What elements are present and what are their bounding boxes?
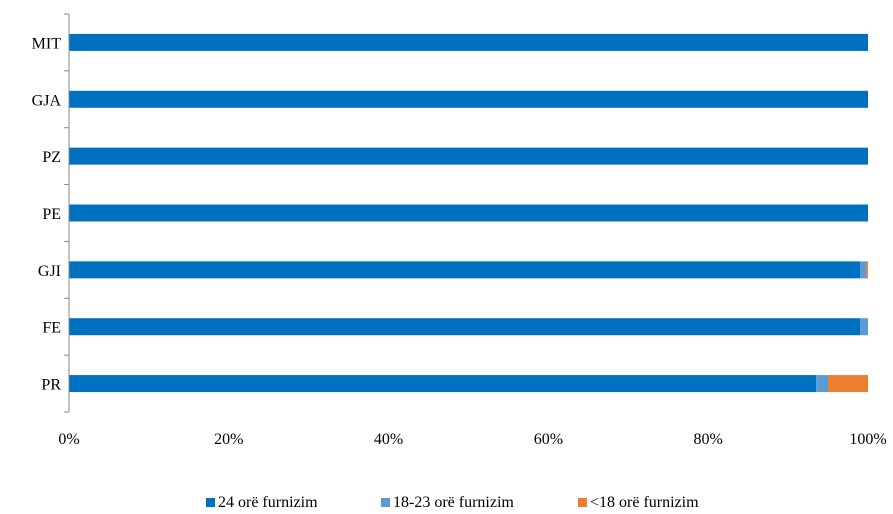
category-label-gji: GJI xyxy=(38,263,61,280)
bar-mit-series-1 xyxy=(69,33,868,51)
bar-fe-series-2 xyxy=(860,318,868,336)
x-tick-label: 20% xyxy=(214,431,243,448)
legend-label-1: 24 orë furnizim xyxy=(218,494,318,511)
category-label-mit: MIT xyxy=(32,35,62,52)
bar-pr-series-3 xyxy=(828,375,868,393)
bar-gja-series-1 xyxy=(69,90,868,108)
category-label-pr: PR xyxy=(41,377,61,394)
x-tick-label: 60% xyxy=(534,431,563,448)
bars-layer xyxy=(69,33,868,393)
x-tick-label: 0% xyxy=(58,431,79,448)
category-label-pz: PZ xyxy=(42,149,61,166)
legend-swatch-1 xyxy=(206,498,215,507)
x-tick-label: 80% xyxy=(694,431,723,448)
legend-label-3: <18 orë furnizim xyxy=(590,494,699,511)
bar-pr-series-2 xyxy=(816,375,829,393)
x-tick-label: 40% xyxy=(374,431,403,448)
axes-layer: MIT GJA PZ PE GJI FE PR 0% 20% 40% 60% 80% 100% xyxy=(32,13,887,448)
bar-gji-series-3 xyxy=(866,261,868,279)
legend: 24 orë furnizim 18-23 orë furnizim <18 orë… xyxy=(206,494,699,511)
legend-swatch-3 xyxy=(578,498,587,507)
category-label-gja: GJA xyxy=(32,92,62,109)
category-label-fe: FE xyxy=(42,320,61,337)
legend-label-2: 18-23 orë furnizim xyxy=(393,494,514,511)
bar-gji-series-2 xyxy=(860,261,867,279)
category-label-pe: PE xyxy=(42,206,61,223)
bar-pz-series-1 xyxy=(69,147,868,165)
legend-swatch-2 xyxy=(381,498,390,507)
bar-pr-series-1 xyxy=(69,375,817,393)
bar-gji-series-1 xyxy=(69,261,861,279)
x-tick-label: 100% xyxy=(849,431,886,448)
bar-fe-series-1 xyxy=(69,318,861,336)
bar-pe-series-1 xyxy=(69,204,868,222)
